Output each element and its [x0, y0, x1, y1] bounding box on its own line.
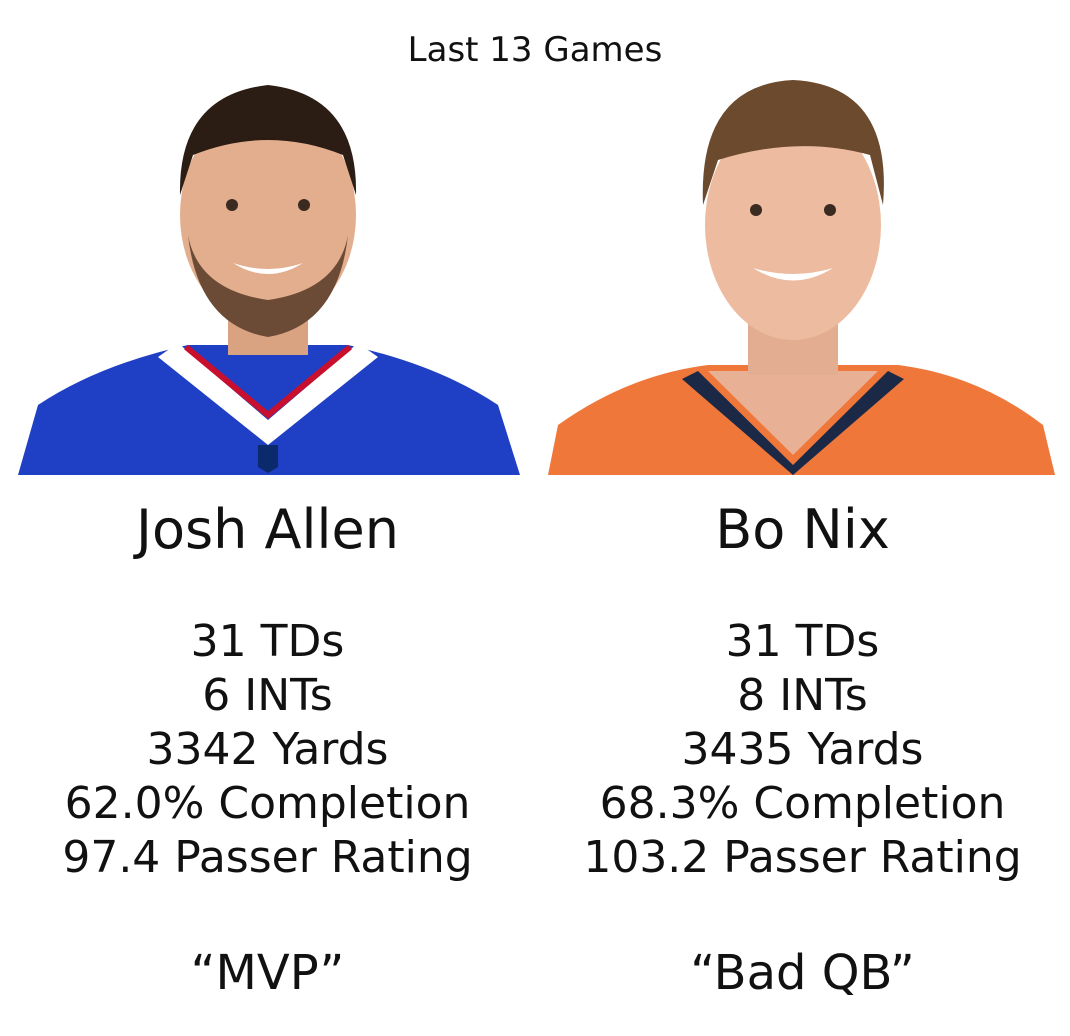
player-label: “Bad QB”	[690, 945, 915, 1001]
stat-line: 68.3% Completion	[599, 778, 1006, 829]
player-photo	[548, 80, 1055, 475]
stat-line: 3435 Yards	[681, 724, 924, 775]
stat-line: 31 TDs	[190, 616, 345, 667]
stats-list: 31 TDs 6 INTs 3342 Yards 62.0% Completion 97…	[0, 615, 535, 885]
stat-line: 6 INTs	[202, 670, 333, 721]
player-column: Bo Nix 31 TDs 8 INTs 3435 Yards 68.3% Comple…	[535, 495, 1070, 1001]
player-label: “MVP”	[190, 945, 345, 1001]
stat-line: 31 TDs	[725, 616, 880, 667]
player-name: Josh Allen	[136, 498, 399, 561]
player-photo	[18, 85, 520, 475]
stat-line: 97.4 Passer Rating	[62, 832, 473, 883]
player-name: Bo Nix	[715, 498, 890, 561]
title: Last 13 Games	[407, 30, 663, 70]
stat-line: 8 INTs	[737, 670, 868, 721]
stats-list: 31 TDs 8 INTs 3435 Yards 68.3% Completion 10…	[535, 615, 1070, 885]
stat-line: 103.2 Passer Rating	[583, 832, 1022, 883]
player-column: Josh Allen 31 TDs 6 INTs 3342 Yards 62.0% Co…	[0, 495, 535, 1001]
stat-line: 62.0% Completion	[64, 778, 471, 829]
stat-line: 3342 Yards	[146, 724, 389, 775]
